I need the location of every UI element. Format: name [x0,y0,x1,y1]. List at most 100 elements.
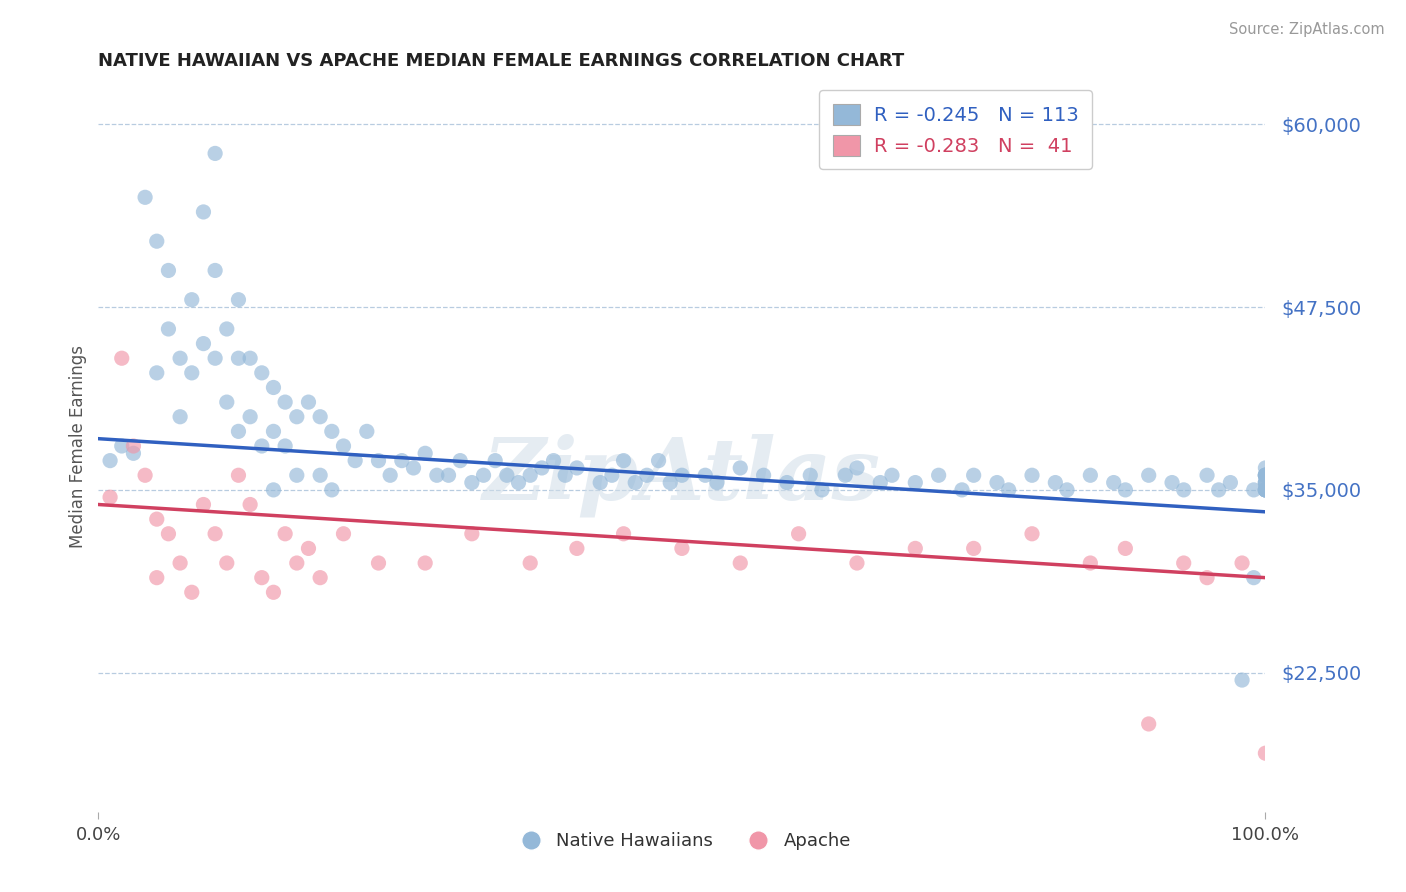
Point [1021,468,1043,483]
Point [122,446,145,460]
Point [554,468,576,483]
Point [1161,475,1184,490]
Point [950,483,973,497]
Point [1080,556,1102,570]
Point [297,541,319,556]
Point [402,461,425,475]
Point [262,585,284,599]
Point [880,468,903,483]
Point [834,468,856,483]
Point [146,512,169,526]
Point [193,336,215,351]
Point [671,468,693,483]
Point [262,425,284,439]
Point [636,468,658,483]
Point [204,146,226,161]
Point [228,468,250,483]
Point [1137,717,1160,731]
Point [565,461,588,475]
Point [1137,468,1160,483]
Point [274,439,297,453]
Point [228,351,250,366]
Text: Source: ZipAtlas.com: Source: ZipAtlas.com [1229,22,1385,37]
Point [846,461,869,475]
Point [285,468,308,483]
Point [437,468,460,483]
Point [1219,475,1241,490]
Point [519,468,541,483]
Point [730,461,752,475]
Point [262,380,284,394]
Point [239,409,262,424]
Point [250,571,273,585]
Point [367,556,389,570]
Point [332,526,354,541]
Point [589,475,612,490]
Point [461,475,484,490]
Point [1056,483,1078,497]
Point [215,556,238,570]
Point [274,526,297,541]
Point [461,526,484,541]
Point [239,351,262,366]
Point [321,483,343,497]
Point [613,453,636,467]
Point [157,526,180,541]
Point [180,585,202,599]
Point [146,571,169,585]
Point [297,395,319,409]
Point [962,468,984,483]
Point [776,475,799,490]
Point [215,395,238,409]
Point [309,468,332,483]
Point [659,475,682,490]
Point [1254,468,1277,483]
Point [285,409,308,424]
Text: ZipAtlas: ZipAtlas [482,434,882,517]
Point [157,263,180,277]
Point [180,293,202,307]
Y-axis label: Median Female Earnings: Median Female Earnings [69,344,87,548]
Point [1114,483,1136,497]
Point [1045,475,1067,490]
Point [262,483,284,497]
Point [367,453,389,467]
Point [519,556,541,570]
Point [752,468,775,483]
Point [647,453,669,467]
Point [134,190,156,204]
Point [332,439,354,453]
Point [449,453,471,467]
Point [356,425,378,439]
Point [997,483,1019,497]
Point [413,556,436,570]
Point [146,234,169,248]
Point [204,263,226,277]
Point [309,571,332,585]
Point [285,556,308,570]
Point [1254,468,1277,483]
Point [496,468,519,483]
Point [1080,468,1102,483]
Point [204,526,226,541]
Point [1021,526,1043,541]
Point [624,475,647,490]
Point [1254,461,1277,475]
Point [799,468,821,483]
Point [146,366,169,380]
Point [169,351,191,366]
Point [1195,571,1218,585]
Point [530,461,553,475]
Point [98,453,121,467]
Point [1254,483,1277,497]
Point [1254,475,1277,490]
Point [239,498,262,512]
Point [391,453,413,467]
Point [904,541,927,556]
Point [309,409,332,424]
Point [472,468,495,483]
Point [962,541,984,556]
Point [1254,746,1277,760]
Point [426,468,449,483]
Point [1195,468,1218,483]
